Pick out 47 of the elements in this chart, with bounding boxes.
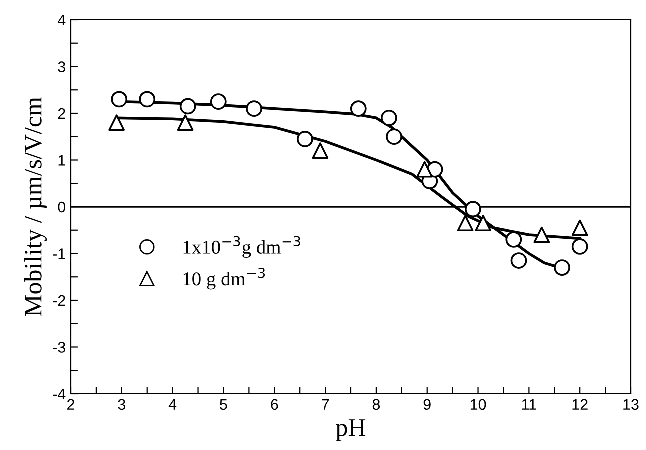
y-tick-label: -4 [53,389,66,400]
legend-label: 10 g dm$^{−3}$ [184,268,266,290]
point [534,226,550,244]
point [350,100,367,118]
y-tick-label: 1 [58,155,66,166]
x-tick-label: 8 [372,399,380,410]
x-tick-label: 13 [624,399,639,410]
x-tick-label: 5 [220,399,228,410]
point [510,252,528,269]
y-tick-label: 0 [58,202,66,213]
point [554,260,570,276]
point [506,232,522,248]
point [464,201,482,218]
x-tick-label: 6 [271,399,278,410]
x-tick-label: 9 [424,399,431,410]
x-tick-label: 12 [572,399,588,410]
x-tick-label: 7 [322,399,330,410]
y-tick-label: 4 [58,15,66,26]
x-tick-label: 11 [522,399,536,410]
y-tick-label: 2 [58,108,66,120]
x-tick-label: 3 [118,399,126,410]
point [312,142,329,160]
point [457,215,474,232]
y-tick-label: -2 [53,295,66,306]
point [210,94,227,110]
point [572,220,588,236]
point [572,238,588,255]
y-tick-label: 3 [58,62,66,72]
point [380,110,398,126]
x-tick-label: 2 [68,399,74,410]
y-axis-title: Mobility / µm/s/V/cm [24,97,47,316]
x-tick-label: 10 [470,399,486,410]
legend-label: 1x10$^{−3}$g dm$^{−3}$ [184,236,300,258]
point [246,100,262,118]
point [386,128,402,146]
point [296,131,314,148]
point [108,114,126,132]
point [139,91,156,108]
x-tick-label: 4 [168,399,177,410]
point [416,161,434,178]
y-tick-label: -1 [53,248,66,260]
point [180,98,196,115]
x-axis-title: pH [336,420,366,442]
point [177,114,194,132]
y-tick-label: -3 [53,342,66,353]
point [111,91,128,108]
point [475,215,492,232]
